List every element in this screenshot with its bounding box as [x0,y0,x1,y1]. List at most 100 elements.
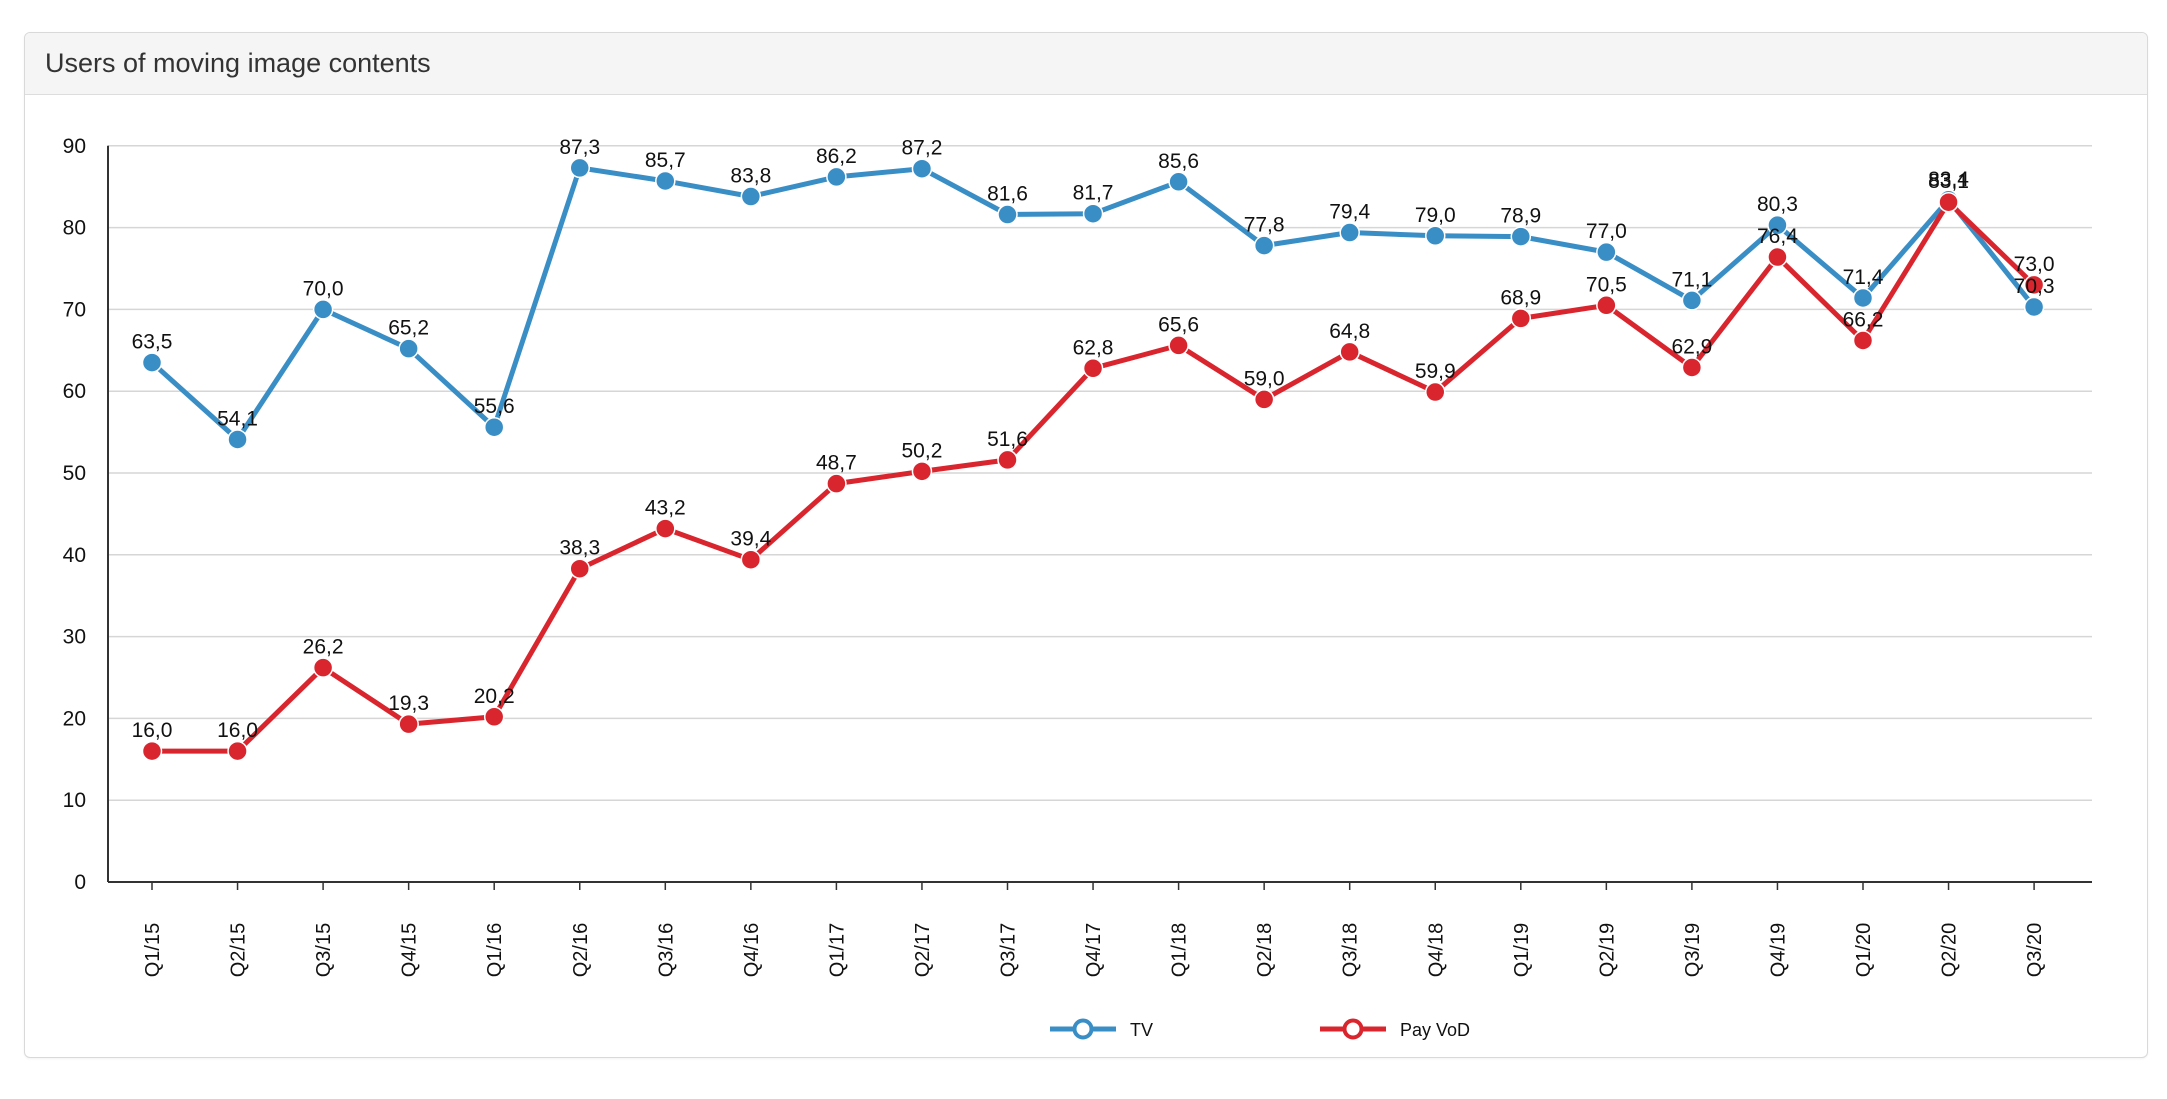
data-label: 83,1 [1928,170,1969,193]
x-tick-label: Q2/15 [228,923,250,977]
x-tick-label: Q3/16 [655,923,677,977]
x-tick-label: Q3/19 [1682,923,1704,977]
data-point [740,186,762,207]
y-tick-label: 80 [63,217,86,240]
data-point [1253,389,1275,410]
data-label: 26,2 [303,636,344,659]
data-label: 71,4 [1843,266,1884,289]
data-label: 65,6 [1158,313,1199,336]
data-point [141,740,163,762]
data-label: 81,6 [987,183,1028,206]
data-point [1938,191,1959,213]
data-point [398,338,419,359]
data-point [1082,203,1104,224]
legend-swatch-marker [1342,1018,1364,1040]
chart-title: Users of moving image contents [45,48,431,78]
data-label: 77,8 [1244,214,1285,237]
legend-item-tv[interactable]: TV [1050,1018,1153,1040]
x-tick-label: Q3/15 [313,923,335,977]
data-point [655,170,676,192]
data-label: 59,9 [1415,360,1456,383]
data-labels: 63,5 54,1 70,0 65,2 55,6 87,3 85,7 83,8 86,2 87,2… [132,136,2055,742]
legend-label: TV [1130,1020,1153,1040]
y-tick-label: 40 [63,544,86,567]
series-line-pay-vod [149,199,2037,754]
data-label: 85,6 [1158,150,1199,173]
data-point [740,549,762,570]
data-point [227,429,248,450]
x-tick-label: Q1/19 [1511,923,1533,977]
data-label: 20,2 [474,685,515,708]
data-label: 55,6 [474,395,515,418]
data-label: 48,7 [816,452,857,475]
x-tick-label: Q1/17 [826,923,848,977]
x-tick-label: Q2/17 [912,923,934,977]
data-point [1767,246,1788,268]
y-tick-label: 50 [63,462,86,485]
data-point [911,158,933,179]
y-axis-tick-labels: 0 10 20 30 40 50 60 70 80 90 [63,135,86,894]
data-label: 79,0 [1415,204,1456,227]
x-tick-label: Q1/15 [142,923,164,977]
data-point [569,157,590,179]
x-tick-label: Q4/18 [1425,923,1447,977]
data-point [997,204,1018,225]
data-label: 50,2 [902,439,943,462]
data-label: 80,3 [1757,193,1798,216]
y-tick-label: 20 [63,707,86,730]
data-label: 64,8 [1329,320,1370,343]
data-label: 62,8 [1073,336,1114,359]
x-tick-label: Q1/20 [1853,923,1875,977]
data-label: 83,4 [1928,168,1969,191]
data-label: 43,2 [645,497,686,520]
x-tick-label: Q2/20 [1939,923,1961,977]
data-label: 81,7 [1073,182,1114,205]
data-point [483,706,505,728]
data-label: 70,0 [303,277,344,300]
data-label: 71,1 [1671,268,1712,291]
data-label: 78,9 [1500,205,1541,228]
data-point [1852,330,1874,351]
y-tick-label: 70 [63,298,86,321]
data-label: 39,4 [730,528,771,551]
data-point [1425,225,1446,247]
data-label: 73,0 [2014,253,2055,276]
panel-header: Users of moving image contents [25,33,2147,95]
data-point [227,740,248,762]
data-label: 79,4 [1329,201,1370,224]
data-label: 54,1 [217,407,258,430]
data-point [826,473,847,494]
data-point [1596,295,1617,316]
data-point [1510,308,1532,329]
data-label: 65,2 [388,317,429,340]
y-tick-label: 90 [63,135,86,158]
data-label: 87,2 [902,137,943,160]
x-tick-label: Q4/15 [399,923,421,977]
data-point [655,518,676,539]
data-point [826,166,847,188]
legend[interactable]: TV Pay VoD [1050,1018,1470,1040]
data-label: 70,5 [1586,273,1627,296]
x-axis-tick-labels: Q1/15 Q2/15 Q3/15 Q4/15 Q1/16 Q2/16 Q3/16 Q4/16… [142,923,2046,977]
data-point [141,352,163,373]
x-tick-label: Q4/16 [741,923,763,977]
x-tick-label: Q2/18 [1254,923,1276,977]
x-tick-label: Q1/18 [1169,923,1191,977]
data-point [483,416,505,438]
data-point [1339,341,1360,363]
data-label: 70,3 [2014,275,2055,298]
series [141,157,2045,762]
x-tick-label: Q4/17 [1083,923,1105,977]
x-tick-label: Q3/18 [1340,923,1362,977]
data-point [1767,214,1788,236]
data-label: 87,3 [559,136,600,159]
data-label: 38,3 [559,537,600,560]
x-tick-label: Q3/17 [998,923,1020,977]
data-label: 77,0 [1586,220,1627,243]
grid-lines [108,145,2092,801]
data-point [1339,222,1360,243]
legend-item-pay-vod[interactable]: Pay VoD [1320,1018,1470,1040]
data-label: 76,4 [1757,225,1798,248]
y-tick-label: 30 [63,626,86,649]
data-point [312,299,334,320]
